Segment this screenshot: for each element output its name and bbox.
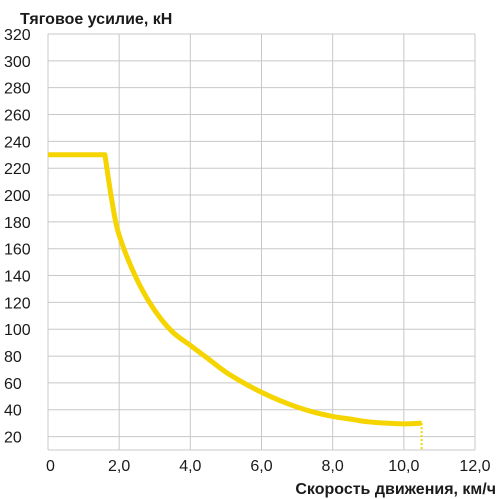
y-tick-label: 120 xyxy=(4,295,31,312)
x-tick-label: 10,0 xyxy=(388,458,419,475)
y-tick-label: 240 xyxy=(4,134,31,151)
y-tick-label: 60 xyxy=(4,376,22,393)
y-tick-label: 300 xyxy=(4,54,31,71)
y-tick-label: 40 xyxy=(4,403,22,420)
y-tick-label: 100 xyxy=(4,322,31,339)
x-axis-ticks: 0 2,0 4,0 6,0 8,0 10,0 12,0 xyxy=(46,458,491,475)
y-tick-label: 200 xyxy=(4,188,31,205)
y-tick-label: 20 xyxy=(4,430,22,447)
x-axis-title: Скорость движения, км/ч xyxy=(295,481,496,498)
y-tick-label: 280 xyxy=(4,81,31,98)
y-tick-label: 260 xyxy=(4,108,31,125)
x-tick-label: 0 xyxy=(46,458,55,475)
series-line xyxy=(48,152,422,427)
x-tick-label: 8,0 xyxy=(322,458,344,475)
y-tick-label: 220 xyxy=(4,161,31,178)
x-tick-label: 2,0 xyxy=(108,458,130,475)
y-tick-label: 140 xyxy=(4,269,31,286)
y-axis-ticks: 20 40 60 80 100 120 140 160 180 200 220 240 260 280 30… xyxy=(4,27,31,447)
series-layer xyxy=(48,152,423,450)
y-tick-label: 80 xyxy=(4,349,22,366)
y-tick-label: 320 xyxy=(4,27,31,44)
y-tick-label: 180 xyxy=(4,215,31,232)
y-tick-label: 160 xyxy=(4,242,31,259)
x-tick-label: 12,0 xyxy=(459,458,490,475)
grid xyxy=(47,33,476,451)
x-tick-label: 6,0 xyxy=(250,458,272,475)
y-axis-title: Тяговое усилие, кН xyxy=(20,11,172,28)
x-tick-label: 4,0 xyxy=(179,458,201,475)
